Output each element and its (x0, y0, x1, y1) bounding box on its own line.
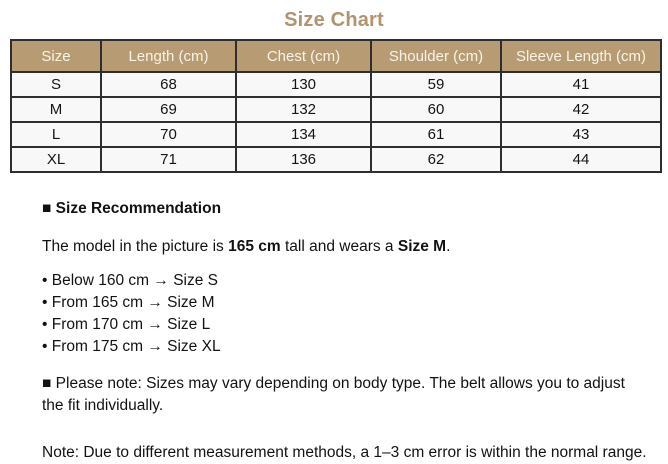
list-item-size-xl: • From 175 cm → Size XL (42, 338, 221, 355)
list-item-size-m: • From 165 cm → Size M (42, 294, 215, 311)
model-height-value: 165 cm (228, 238, 281, 255)
height-size-list: • Below 160 cm → Size S • From 165 cm → … (42, 270, 650, 358)
table-row-l: L 70 134 61 43 (10, 121, 662, 148)
table-row-xl: XL 71 136 62 44 (10, 146, 662, 173)
column-header-sleeve-length: Sleeve Length (cm) (500, 39, 662, 73)
size-table: Size Length (cm) Chest (cm) Shoulder (cm… (10, 39, 662, 173)
cell-sleeve-length: 41 (500, 71, 662, 98)
list-item-size-s: • Below 160 cm → Size S (42, 272, 218, 289)
cell-size: XL (10, 146, 102, 173)
cell-shoulder: 59 (370, 71, 502, 98)
column-header-shoulder: Shoulder (cm) (370, 39, 502, 73)
column-header-length: Length (cm) (100, 39, 237, 73)
column-header-size: Size (10, 39, 102, 73)
cell-sleeve-length: 43 (500, 121, 662, 148)
page-title: Size Chart (284, 9, 384, 31)
size-recommendation-section: ■ Size Recommendation The model in the p… (42, 200, 650, 464)
cell-chest: 134 (235, 121, 372, 148)
model-line-middle: tall and wears a (280, 238, 398, 255)
cell-length: 71 (100, 146, 237, 173)
list-item-size-l: • From 170 cm → Size L (42, 316, 211, 333)
cell-sleeve-length: 42 (500, 96, 662, 123)
model-line-prefix: The model in the picture is (42, 238, 229, 255)
cell-size: M (10, 96, 102, 123)
cell-size: L (10, 121, 102, 148)
cell-shoulder: 62 (370, 146, 502, 173)
cell-chest: 130 (235, 71, 372, 98)
size-recommendation-heading: ■ Size Recommendation (42, 200, 222, 217)
cell-length: 70 (100, 121, 237, 148)
table-row-s: S 68 130 59 41 (10, 71, 662, 98)
cell-length: 68 (100, 71, 237, 98)
model-line-suffix: . (446, 238, 451, 255)
cell-shoulder: 61 (370, 121, 502, 148)
cell-size: S (10, 71, 102, 98)
table-header-row: Size Length (cm) Chest (cm) Shoulder (cm… (10, 39, 662, 73)
column-header-chest: Chest (cm) (235, 39, 372, 73)
model-size-value: Size M (397, 238, 447, 255)
measurement-note-text: Note: Due to different measurement metho… (42, 444, 647, 461)
cell-length: 69 (100, 96, 237, 123)
cell-chest: 136 (235, 146, 372, 173)
model-info-line: The model in the picture is 165 cm tall … (42, 238, 650, 256)
cell-chest: 132 (235, 96, 372, 123)
table-row-m: M 69 132 60 42 (10, 96, 662, 123)
please-note-text: ■ Please note: Sizes may vary depending … (42, 375, 625, 414)
cell-shoulder: 60 (370, 96, 502, 123)
cell-sleeve-length: 44 (500, 146, 662, 173)
